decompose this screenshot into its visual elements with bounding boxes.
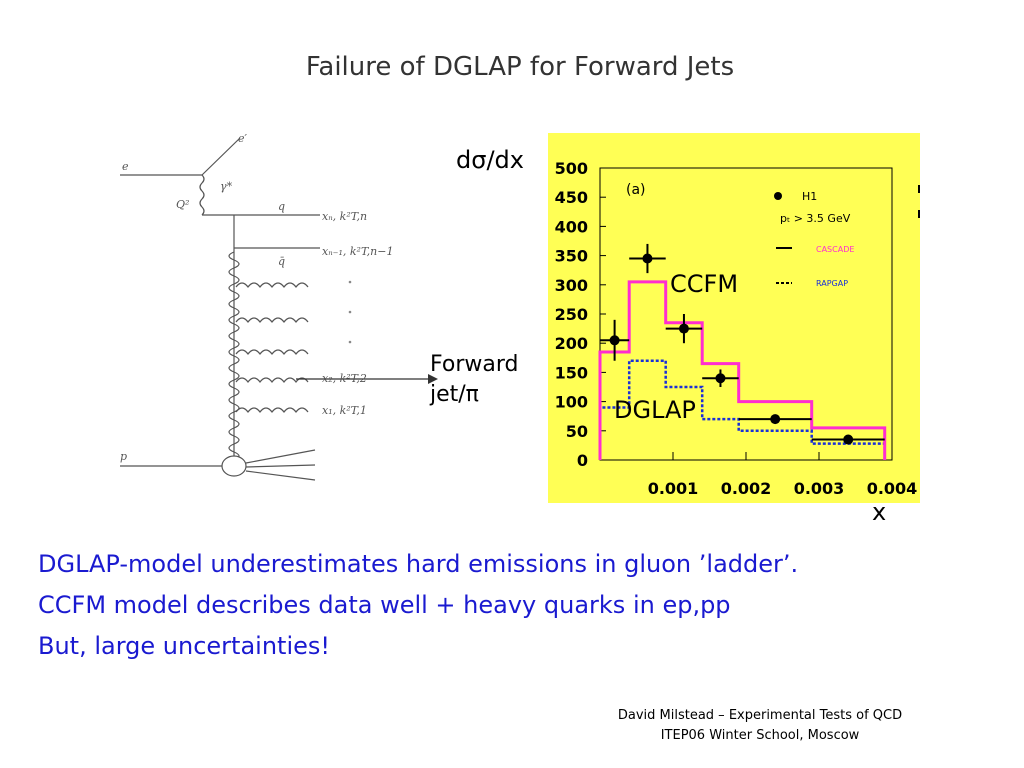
ladder-continuation-dots (348, 280, 352, 344)
forward-jet-cross-section-plot: dσ/dx x 0 50 100 150 200 250 300 350 400 450 500 0.… (456, 133, 920, 526)
ccfm-annotation: CCFM (670, 270, 738, 298)
outgoing-electron-line (201, 137, 241, 176)
dglap-annotation: DGLAP (614, 396, 696, 424)
gluon-ladder-coil (228, 251, 240, 461)
h1-data-point (609, 335, 620, 346)
edge-mark-1 (918, 185, 926, 193)
x1-label: x₁, k²T,1 (322, 404, 367, 417)
x-tick-label: 0.002 (721, 479, 772, 498)
forward-label-line-2: jet/π (430, 382, 479, 407)
panel-label: (a) (626, 182, 646, 198)
forward-label-line-1: Forward (430, 352, 519, 377)
legend-cascade-label: CASCADE (816, 245, 854, 254)
xn1-label: xₙ₋₁, k²T,n−1 (322, 245, 393, 258)
feynman-diagram: e e′ γ* Q² q q̄ p xₙ, k²T,n xₙ₋₁, k²T,n−… (120, 132, 438, 481)
h1-data-point (642, 253, 653, 264)
e-prime-label: e′ (238, 132, 248, 145)
xn-label: xₙ, k²T,n (322, 210, 367, 223)
legend-h1-marker (774, 192, 782, 200)
h1-data-point (770, 414, 781, 425)
legend-rapgap-label: RAPGAP (816, 279, 848, 288)
y-tick-label: 100 (555, 393, 588, 412)
y-tick-label: 350 (555, 247, 588, 266)
virtual-photon-line (199, 174, 205, 216)
qbar-label: q̄ (278, 255, 285, 268)
y-tick-label: 500 (555, 159, 588, 178)
x-tick-label: 0.003 (794, 479, 845, 498)
gamma-label: γ* (220, 180, 233, 193)
gluon-rung-1 (235, 282, 309, 288)
y-tick-label: 300 (555, 276, 588, 295)
forward-jet-arrowhead (428, 374, 438, 384)
x2-label: x₂, k²T,2 (322, 372, 367, 385)
x-axis-label: x (872, 498, 886, 526)
proton-remnant-1 (245, 449, 316, 464)
q2-label: Q² (176, 198, 189, 211)
h1-data-point (715, 373, 726, 384)
edge-mark-2 (918, 210, 926, 218)
gluon-rung-3 (235, 349, 309, 355)
y-tick-label: 50 (566, 422, 588, 441)
y-tick-label: 200 (555, 334, 588, 353)
rapgap-histogram (598, 359, 886, 460)
gluon-rung-2 (235, 317, 309, 323)
body-line-3: But, large uncertainties! (38, 632, 331, 660)
cascade-histogram (598, 280, 887, 460)
y-tick-label: 150 (555, 363, 588, 382)
slide-body: DGLAP-model underestimates hard emission… (38, 544, 798, 667)
slide-footer: David Milstead – Experimental Tests of Q… (560, 706, 960, 746)
footer-line-2: ITEP06 Winter School, Moscow (660, 728, 860, 743)
x-tick-label: 0.001 (648, 479, 699, 498)
y-axis-label: dσ/dx (456, 146, 524, 174)
x-tick-label: 0.004 (867, 479, 918, 498)
body-line-2: CCFM model describes data well + heavy q… (38, 591, 731, 619)
slide-title: Failure of DGLAP for Forward Jets (305, 52, 735, 82)
footer-line-1: David Milstead – Experimental Tests of Q… (617, 708, 903, 723)
proton-remnant-3 (245, 470, 316, 481)
proton-blob (221, 455, 247, 477)
h1-data-point (678, 323, 689, 334)
h1-data-point (843, 434, 854, 445)
y-tick-label: 250 (555, 305, 588, 324)
gluon-rung-5 (235, 407, 309, 413)
legend-h1-label: H1 (802, 190, 817, 203)
q-label: q (278, 200, 285, 213)
plot-background (548, 133, 920, 503)
legend-cut-label: pₜ > 3.5 GeV (780, 212, 851, 225)
forward-jet-label: Forward jet/π (430, 350, 518, 410)
p-label: p (120, 450, 127, 463)
e-label: e (122, 160, 129, 173)
proton-remnant-2 (245, 464, 316, 468)
gluon-rung-4 (235, 377, 309, 383)
y-tick-label: 400 (555, 217, 588, 236)
y-tick-label: 0 (577, 451, 588, 470)
body-line-1: DGLAP-model underestimates hard emission… (38, 550, 799, 578)
y-tick-label: 450 (555, 188, 588, 207)
